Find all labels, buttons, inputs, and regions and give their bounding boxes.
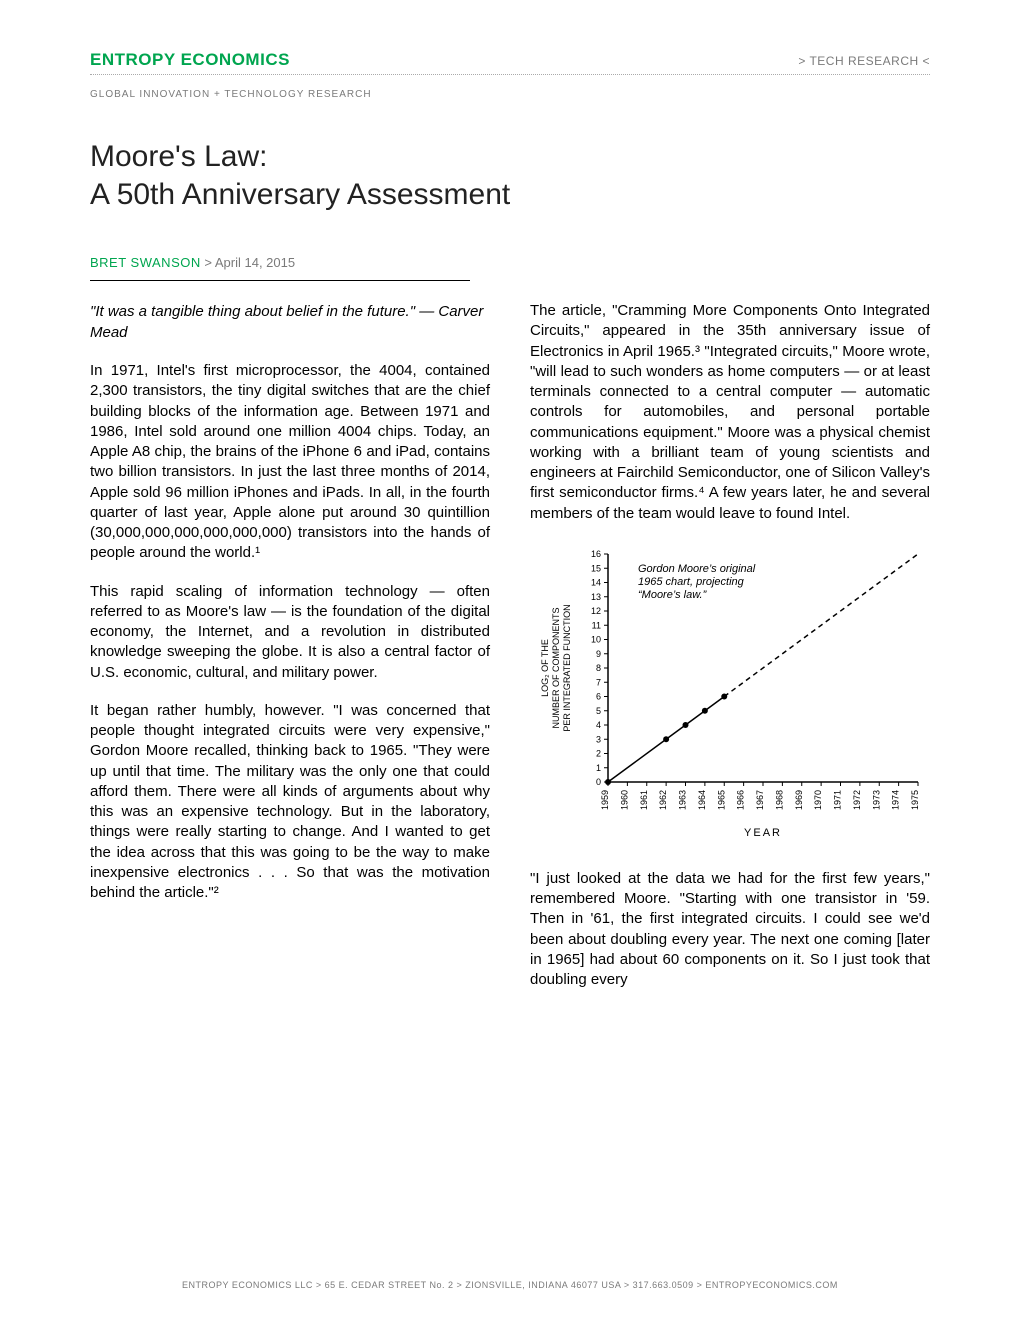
body-columns: "It was a tangible thing about belief in… <box>90 301 930 1008</box>
title-line-1: Moore's Law: <box>90 140 267 173</box>
page-header: ENTROPY ECONOMICS > TECH RESEARCH < <box>90 50 930 70</box>
svg-text:1965 chart, projecting: 1965 chart, projecting <box>638 576 745 588</box>
byline: BRET SWANSON > April 14, 2015 <box>90 255 930 270</box>
svg-text:1972: 1972 <box>852 790 862 810</box>
header-divider <box>90 74 930 75</box>
svg-text:1965: 1965 <box>716 790 726 810</box>
svg-text:12: 12 <box>591 606 601 616</box>
svg-text:10: 10 <box>591 634 601 644</box>
svg-text:13: 13 <box>591 592 601 602</box>
svg-text:YEAR: YEAR <box>744 827 782 839</box>
svg-text:8: 8 <box>596 663 601 673</box>
moores-law-chart: 0123456789101112131415161959196019611962… <box>530 542 930 847</box>
svg-text:9: 9 <box>596 649 601 659</box>
svg-text:PER INTEGRATED FUNCTION: PER INTEGRATED FUNCTION <box>562 604 572 731</box>
svg-text:1969: 1969 <box>794 790 804 810</box>
epigraph-quote: "It was a tangible thing about belief in… <box>90 301 490 343</box>
svg-text:1968: 1968 <box>774 790 784 810</box>
svg-text:1959: 1959 <box>600 790 610 810</box>
svg-text:1: 1 <box>596 763 601 773</box>
svg-text:1963: 1963 <box>678 790 688 810</box>
svg-text:14: 14 <box>591 577 601 587</box>
svg-text:2: 2 <box>596 748 601 758</box>
paragraph: The article, "Cramming More Components O… <box>530 301 930 524</box>
svg-text:NUMBER OF COMPONENTS: NUMBER OF COMPONENTS <box>551 607 561 728</box>
svg-text:5: 5 <box>596 706 601 716</box>
svg-text:1964: 1964 <box>697 790 707 810</box>
svg-text:1970: 1970 <box>813 790 823 810</box>
subhead: GLOBAL INNOVATION + TECHNOLOGY RESEARCH <box>90 89 930 100</box>
svg-text:1975: 1975 <box>910 790 920 810</box>
svg-text:1961: 1961 <box>639 790 649 810</box>
svg-text:4: 4 <box>596 720 601 730</box>
column-left: "It was a tangible thing about belief in… <box>90 301 490 1008</box>
svg-text:1971: 1971 <box>833 790 843 810</box>
svg-text:11: 11 <box>592 620 601 630</box>
title-line-2: A 50th Anniversary Assessment <box>90 178 510 211</box>
chart-svg: 0123456789101112131415161959196019611962… <box>530 542 930 842</box>
svg-text:1967: 1967 <box>755 790 765 810</box>
svg-text:7: 7 <box>596 677 601 687</box>
svg-text:LOG₂ OF THE: LOG₂ OF THE <box>540 639 550 697</box>
svg-text:0: 0 <box>596 777 601 787</box>
svg-text:6: 6 <box>596 691 601 701</box>
svg-text:1962: 1962 <box>658 790 668 810</box>
svg-text:1973: 1973 <box>871 790 881 810</box>
paragraph: In 1971, Intel's first microprocessor, t… <box>90 361 490 564</box>
publish-date: April 14, 2015 <box>215 255 295 270</box>
paragraph: This rapid scaling of information techno… <box>90 582 490 683</box>
svg-text:16: 16 <box>591 549 601 559</box>
svg-text:15: 15 <box>591 563 601 573</box>
article-title: Moore's Law: A 50th Anniversary Assessme… <box>90 138 930 213</box>
column-right: The article, "Cramming More Components O… <box>530 301 930 1008</box>
paragraph: It began rather humbly, however. "I was … <box>90 701 490 904</box>
brand-name: ENTROPY ECONOMICS <box>90 50 290 70</box>
page-footer: ENTROPY ECONOMICS LLC > 65 E. CEDAR STRE… <box>0 1280 1020 1290</box>
svg-text:1966: 1966 <box>736 790 746 810</box>
svg-text:“Moore’s law.”: “Moore’s law.” <box>638 589 708 601</box>
section-tag: > TECH RESEARCH < <box>798 54 930 68</box>
byline-separator: > <box>201 255 215 270</box>
svg-text:3: 3 <box>596 734 601 744</box>
svg-text:1960: 1960 <box>619 790 629 810</box>
byline-rule <box>90 280 470 281</box>
svg-text:1974: 1974 <box>891 790 901 810</box>
svg-text:Gordon Moore’s original: Gordon Moore’s original <box>638 563 756 575</box>
paragraph: "I just looked at the data we had for th… <box>530 869 930 991</box>
author-name: BRET SWANSON <box>90 255 201 270</box>
